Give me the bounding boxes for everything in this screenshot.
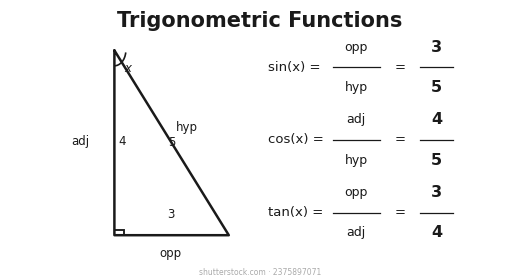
- Text: 4: 4: [431, 225, 443, 241]
- Text: 3: 3: [431, 185, 443, 200]
- Text: sin(x) =: sin(x) =: [268, 61, 324, 74]
- Text: 4: 4: [431, 112, 443, 127]
- Text: 3: 3: [431, 39, 443, 55]
- Text: adj: adj: [346, 227, 366, 239]
- Text: opp: opp: [345, 41, 368, 53]
- Text: =: =: [395, 61, 406, 74]
- Text: adj: adj: [72, 135, 89, 148]
- Text: opp: opp: [160, 247, 181, 260]
- Text: =: =: [395, 206, 406, 219]
- Text: opp: opp: [345, 186, 368, 199]
- Text: 5: 5: [168, 136, 175, 149]
- Text: tan(x) =: tan(x) =: [268, 206, 327, 219]
- Text: x: x: [124, 62, 131, 75]
- Text: hyp: hyp: [345, 81, 368, 94]
- Text: 5: 5: [431, 153, 443, 168]
- Text: 4: 4: [119, 135, 126, 148]
- Text: =: =: [395, 134, 406, 146]
- Text: shutterstock.com · 2375897071: shutterstock.com · 2375897071: [199, 268, 321, 277]
- Text: cos(x) =: cos(x) =: [268, 134, 328, 146]
- Text: Trigonometric Functions: Trigonometric Functions: [118, 11, 402, 31]
- Text: 5: 5: [431, 80, 443, 95]
- Text: 3: 3: [167, 208, 174, 221]
- Text: hyp: hyp: [345, 154, 368, 167]
- Text: hyp: hyp: [176, 121, 198, 134]
- Text: adj: adj: [346, 113, 366, 126]
